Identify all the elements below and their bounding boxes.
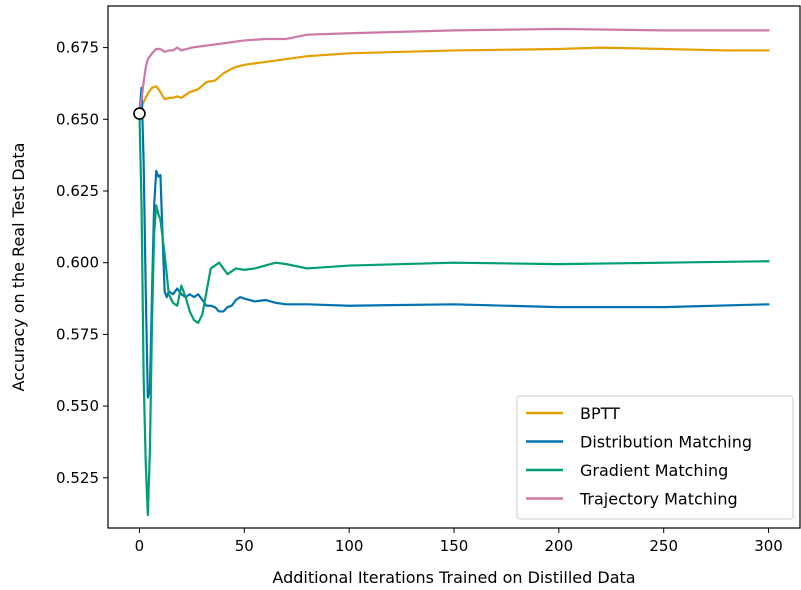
- legend-box: [516, 395, 794, 520]
- y-tick-label: 0.600: [56, 254, 99, 272]
- legend-label: Distribution Matching: [580, 433, 752, 452]
- x-tick-label: 50: [235, 537, 254, 555]
- x-tick-label: 200: [545, 537, 574, 555]
- y-tick-label: 0.525: [56, 469, 99, 487]
- x-tick-label: 300: [754, 537, 783, 555]
- x-tick-label: 100: [335, 537, 364, 555]
- y-tick-label: 0.650: [56, 110, 99, 128]
- x-tick-label: 150: [440, 537, 469, 555]
- start-point-marker: [133, 107, 146, 120]
- legend-label: Gradient Matching: [580, 461, 728, 480]
- series-line-bptt: [138, 46, 770, 112]
- series-line-distribution-matching: [138, 86, 770, 399]
- legend-label: BPTT: [580, 404, 620, 423]
- x-axis-label: Additional Iterations Trained on Distill…: [272, 568, 635, 587]
- y-tick-label: 0.575: [56, 325, 99, 343]
- x-tick-label: 250: [649, 537, 678, 555]
- legend-label: Trajectory Matching: [579, 490, 738, 509]
- y-tick-label: 0.550: [56, 397, 99, 415]
- y-axis-label: Accuracy on the Real Test Data: [9, 143, 28, 392]
- start-marker-group: [133, 107, 146, 120]
- y-tick-label: 0.625: [56, 182, 99, 200]
- plot-lines: [138, 27, 770, 517]
- y-axis-ticks: 0.525 0.550 0.575 0.600 0.625 0.650 0.675: [56, 39, 108, 487]
- legend: BPTT Distribution Matching Gradient Matchi…: [516, 395, 794, 520]
- y-tick-label: 0.675: [56, 39, 99, 57]
- series-line-gradient-matching: [138, 112, 770, 517]
- series-line-trajectory-matching: [138, 27, 770, 114]
- x-tick-label: 0: [135, 537, 145, 555]
- x-axis-ticks: 0 50 100 150 200 250 300: [135, 528, 783, 555]
